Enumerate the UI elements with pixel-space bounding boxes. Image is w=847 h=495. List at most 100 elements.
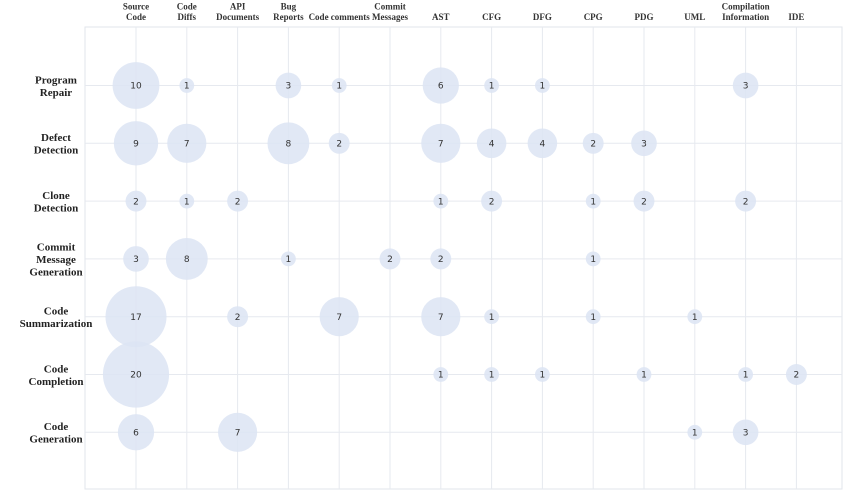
row-label: Defect Detection: [34, 132, 79, 157]
bubble: [117, 414, 155, 451]
bubble-value-label: 7: [336, 313, 342, 323]
bubble-value-label: 3: [743, 429, 749, 439]
bubble-value-label: 4: [540, 140, 546, 150]
column-label: Bug Reports: [273, 2, 304, 23]
bubble-value-label: 1: [540, 82, 546, 92]
bubble-value-label: 8: [286, 140, 292, 150]
column-label: Source Code: [123, 2, 149, 23]
column-label: DFG: [533, 12, 552, 22]
bubble: [125, 190, 147, 212]
bubble-value-label: 6: [133, 429, 139, 439]
row-label: Program Repair: [35, 74, 77, 99]
bubble: [484, 309, 499, 325]
bubble: [535, 367, 550, 382]
bubble-value-label: 3: [286, 82, 292, 92]
bubble: [179, 78, 195, 93]
bubble-value-label: 3: [133, 255, 139, 265]
bubble-value-label: 9: [133, 140, 139, 150]
bubble-value-label: 2: [489, 197, 495, 207]
row-label: Clone Detection: [34, 190, 79, 215]
grid-lines: [84, 26, 843, 490]
column-label: Commit Messages: [372, 2, 408, 23]
column-labels: Source Code Code Diffs API Documents Bug Report…: [123, 2, 805, 23]
bubble: [422, 67, 459, 104]
bubble-value-label: 2: [235, 197, 241, 207]
bubble: [421, 297, 461, 337]
column-label: IDE: [788, 12, 804, 22]
bubble: [165, 237, 208, 280]
bubble: [484, 78, 499, 93]
bubble-circles: [102, 62, 807, 452]
bubble-value-label: 1: [286, 255, 292, 265]
bubble: [738, 367, 753, 382]
bubble-value-label: 20: [130, 371, 142, 381]
bubble-value-label: 10: [130, 82, 142, 92]
bubble-value-label: 3: [743, 82, 749, 92]
column-label: UML: [684, 12, 705, 22]
column-label: Compilation Information: [722, 2, 770, 23]
bubble-value-label: 7: [184, 140, 190, 150]
bubble-value-label: 2: [387, 255, 393, 265]
row-label: Code Generation: [29, 421, 82, 446]
bubble: [585, 251, 601, 267]
bubble-value-label: 1: [438, 197, 444, 207]
bubble-value-label: 7: [438, 140, 444, 150]
bubble: [481, 190, 503, 212]
row-label: Code Completion: [29, 363, 84, 388]
bubble-value-label: 1: [641, 371, 647, 381]
bubble-value-label: 1: [590, 197, 596, 207]
bubble: [319, 297, 359, 337]
bubble: [123, 246, 149, 272]
row-label: Commit Message Generation: [29, 241, 82, 278]
bubble-value-label: 1: [336, 82, 342, 92]
bubble-value-label: 2: [336, 140, 342, 150]
bubble: [476, 128, 507, 159]
bubble: [227, 190, 249, 212]
bubble: [732, 72, 759, 99]
bubble: [328, 132, 350, 154]
bubble: [421, 123, 461, 163]
column-label: Code comments: [309, 12, 371, 22]
bubble-value-label: 1: [184, 82, 190, 92]
bubble: [179, 193, 195, 209]
bubble: [735, 190, 757, 212]
bubble: [275, 72, 302, 99]
bubble: [267, 122, 310, 165]
bubble-value-label: 2: [133, 197, 139, 207]
bubble: [631, 130, 657, 157]
bubble: [433, 367, 449, 382]
bubbles: 10 1 3 1 6 1 1 39 7 8 2 7 4 4 2 32 1 2 1 2 1 2 23 8 1 2 2 117 2 7 7 1 1 1…: [102, 62, 807, 452]
bubble: [633, 190, 655, 212]
bubble: [167, 123, 207, 163]
column-label: API Documents: [216, 2, 259, 23]
bubble-value-label: 1: [438, 371, 444, 381]
bubble: [585, 193, 601, 209]
column-label: Code Diffs: [177, 2, 197, 23]
bubble-value-label: 1: [590, 255, 596, 265]
bubble: [112, 62, 160, 109]
column-label: CFG: [482, 12, 501, 22]
bubble: [227, 306, 249, 328]
bubble: [732, 419, 759, 446]
bubble-value-label: 2: [590, 140, 596, 150]
bubble-value-label: 17: [130, 313, 141, 323]
column-label: AST: [432, 12, 450, 22]
row-label: Code Summarization: [20, 305, 93, 330]
bubble: [113, 121, 159, 166]
bubble: [582, 132, 604, 154]
bubble-value-label: 1: [489, 371, 495, 381]
bubble: [218, 412, 258, 452]
bubble-value-label: 8: [184, 255, 190, 265]
bubble: [527, 128, 558, 159]
bubble: [379, 248, 401, 270]
bubble: [484, 367, 499, 382]
bubble-value-label: 1: [184, 197, 190, 207]
bubble-value-label: 3: [641, 140, 647, 150]
bubble-value-label: 6: [438, 82, 444, 92]
bubble: [535, 78, 550, 93]
row-labels: Program Repair Defect Detection Clone Detecti…: [20, 74, 93, 445]
bubble-value-label: 1: [540, 371, 546, 381]
bubble: [785, 364, 807, 385]
bubble-value-labels: 10 1 3 1 6 1 1 39 7 8 2 7 4 4 2 32 1 2 1 2 1 2 23 8 1 2 2 117 2 7 7 1 1 1…: [130, 82, 799, 439]
bubble-value-label: 1: [590, 313, 596, 323]
